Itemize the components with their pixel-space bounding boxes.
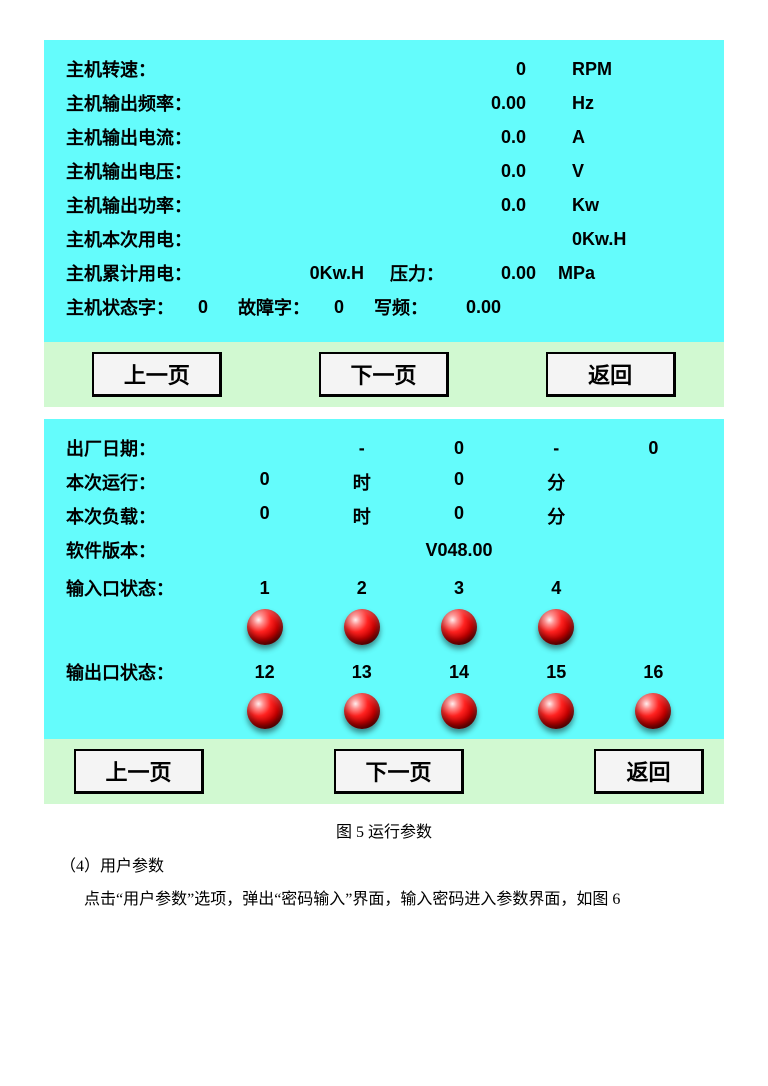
section-heading: （4）用户参数 [44,850,724,884]
unit: RPM [572,59,702,80]
unit: A [572,127,702,148]
input-id: 3 [410,578,507,599]
output-state-label: 输出口状态： [66,659,216,685]
label: 主机输出频率： [66,90,192,116]
writefreq-label: 写频： [374,294,428,320]
value: 0.00 [456,93,526,114]
hours: 0 [216,503,313,529]
next-page-button[interactable]: 下一页 [319,352,449,397]
runtime-row: 本次负载：0时0分 [66,499,702,533]
unit: Hz [572,93,702,114]
label: 本次负载： [66,503,216,529]
runtime-row: 本次运行：0时0分 [66,465,702,499]
p1-row-status-words: 主机状态字： 0 故障字： 0 写频： 0.00 [66,290,702,324]
panel-run-params-2: 出厂日期： - 0 - 0 本次运行：0时0分本次负载：0时0分 软件版本： V… [44,419,724,804]
label: 主机输出功率： [66,192,192,218]
writefreq-value: 0.00 [466,297,501,318]
body-line: 点击“用户参数”选项，弹出“密码输入”界面，输入密码进入参数界面，如图 6 [44,883,724,917]
label: 主机本次用电： [66,226,192,252]
input-led-icon [538,609,574,645]
input-led-icon [344,609,380,645]
input-port-state-row: 输入口状态： 1234 [66,571,702,605]
factory-date-label: 出厂日期： [66,435,216,461]
value: 0 [456,59,526,80]
output-port-state-row: 输出口状态： 1213141516 [66,655,702,689]
fd-p2: 0 [410,438,507,459]
value: 0.0 [456,195,526,216]
h-unit: 时 [313,503,410,529]
input-led-icon [441,609,477,645]
p1-row: 主机转速： 0 RPM [66,52,702,86]
m-unit: 分 [508,503,605,529]
m-unit: 分 [508,469,605,495]
label: 主机累计用电： [66,260,192,286]
p1-button-bar: 上一页 下一页 返回 [44,342,724,407]
input-id: 1 [216,578,313,599]
output-led-icon [538,693,574,729]
back-button[interactable]: 返回 [546,352,676,397]
output-led-icon [247,693,283,729]
unit: Kw [572,195,702,216]
prev-page-button[interactable]: 上一页 [74,749,204,794]
output-led-icon [344,693,380,729]
h-unit: 时 [313,469,410,495]
back-button[interactable]: 返回 [594,749,704,794]
pressure-value: 0.00 [474,263,536,284]
p1-row-power-total: 主机累计用电： 0Kw.H 压力： 0.00 MPa [66,256,702,290]
input-id: 2 [313,578,410,599]
minutes: 0 [410,469,507,495]
fd-d2: - [508,438,605,459]
p1-row: 主机输出电压： 0.0 V [66,154,702,188]
label: 本次运行： [66,469,216,495]
p1-row: 主机输出功率： 0.0 Kw [66,188,702,222]
output-id: 12 [216,662,313,683]
fault-label: 故障字： [238,294,310,320]
p1-row: 主机输出电流： 0.0 A [66,120,702,154]
pressure-unit: MPa [558,263,595,284]
state-value: 0 [198,297,208,318]
value: 0.0 [456,127,526,148]
label: 主机输出电流： [66,124,192,150]
output-led-icon [441,693,477,729]
p1-row-power-this-time: 主机本次用电： 0Kw.H [66,222,702,256]
pressure-label: 压力： [390,260,444,286]
input-led-icon [247,609,283,645]
fd-p1 [216,438,313,459]
panel-run-params-1: 主机转速：0RPM主机输出频率：0.00Hz主机输出电流：0.0A主机输出电压：… [44,40,724,407]
output-id: 15 [508,662,605,683]
version-label: 软件版本： [66,537,216,563]
total-value: 0Kw.H [286,263,364,284]
label: 主机转速： [66,56,156,82]
output-id: 14 [410,662,507,683]
unit: V [572,161,702,182]
next-page-button[interactable]: 下一页 [334,749,464,794]
value: 0.0 [456,161,526,182]
output-id: 13 [313,662,410,683]
fd-d1: - [313,438,410,459]
doc-body-text: 图 5 运行参数 （4）用户参数 点击“用户参数”选项，弹出“密码输入”界面，输… [44,816,724,917]
label: 主机输出电压： [66,158,192,184]
p2-button-bar: 上一页 下一页 返回 [44,739,724,804]
input-id: 4 [508,578,605,599]
state-label: 主机状态字： [66,294,174,320]
fd-p3: 0 [605,438,702,459]
input-state-label: 输入口状态： [66,575,216,601]
software-version-row: 软件版本： V048.00 [66,533,702,567]
prev-page-button[interactable]: 上一页 [92,352,222,397]
fault-value: 0 [334,297,344,318]
input-led-row [66,609,702,645]
output-id: 16 [605,662,702,683]
output-led-icon [635,693,671,729]
version-value: V048.00 [425,540,492,560]
minutes: 0 [410,503,507,529]
p1-row: 主机输出频率： 0.00 Hz [66,86,702,120]
hours: 0 [216,469,313,495]
figure-caption: 图 5 运行参数 [44,816,724,850]
output-led-row [66,693,702,729]
value: 0Kw.H [572,229,702,250]
factory-date-row: 出厂日期： - 0 - 0 [66,431,702,465]
